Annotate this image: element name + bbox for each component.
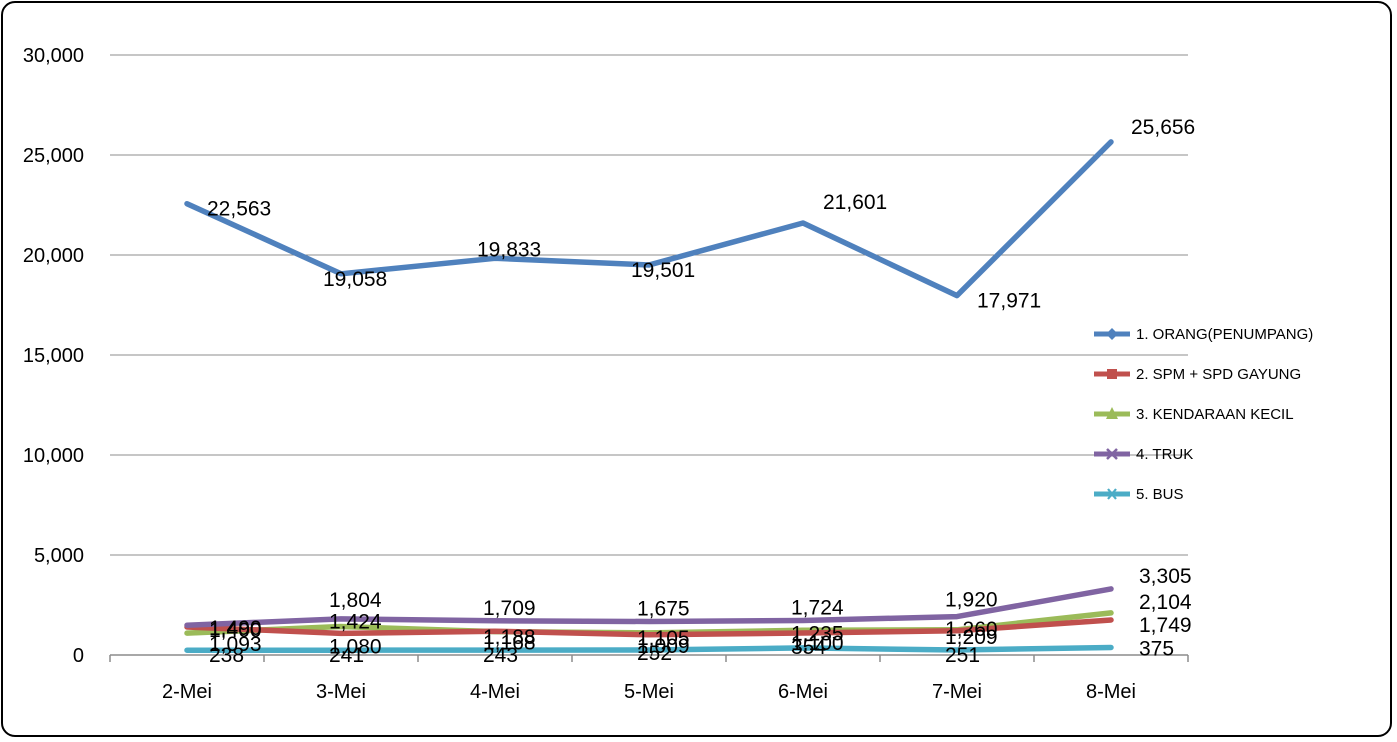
data-label: 243 [483,644,518,667]
data-label: 1,749 [1139,614,1192,637]
data-label: 241 [329,644,364,667]
data-label: 238 [209,644,244,667]
data-label: 1,804 [329,589,382,612]
data-label: 1,080 [329,635,382,658]
x-tick-label: 8-Mei [1086,681,1136,703]
data-label: 1,400 [209,619,262,642]
data-label: 19,501 [631,259,695,282]
x-tick-label: 2-Mei [162,681,212,703]
data-label: 375 [1139,638,1174,661]
data-label: 1,260 [945,618,998,641]
data-label: 1,724 [791,597,844,620]
data-label: 1,235 [791,622,844,645]
data-label: 1,093 [209,633,262,656]
data-label: 251 [945,644,980,667]
y-tick-label: 15,000 [23,345,84,367]
legend-marker-diamond [1106,328,1118,340]
data-labels: 22,563 19,058 19,833 19,501 21,601 17,971 25,6… [207,116,1195,667]
y-tick-label: 0 [73,645,84,667]
series-line-2 [184,617,1114,638]
data-label: 1,920 [945,589,998,612]
data-label: 1,188 [483,626,536,649]
legend-marker-star [1106,488,1118,500]
y-tick-label: 5,000 [34,545,84,567]
data-label: 21,601 [823,191,887,214]
data-label: 25,656 [1131,116,1195,139]
data-label: 1,424 [329,611,382,634]
data-label: 19,833 [477,238,541,261]
data-label: 1,009 [637,635,690,658]
x-tick-label: 5-Mei [624,681,674,703]
data-label: 1,105 [637,627,690,650]
y-tick-label: 20,000 [23,245,84,267]
data-label: 1,709 [483,597,536,620]
x-axis: 2-Mei 3-Mei 4-Mei 5-Mei 6-Mei 7-Mei 8-Mei [109,654,1189,703]
data-label: 1,209 [945,626,998,649]
gridlines [110,54,1188,556]
x-tick-label: 3-Mei [316,681,366,703]
data-label: 1,675 [637,598,690,621]
data-label: 1,490 [209,617,262,640]
legend-label: 3. KENDARAAN KECIL [1136,406,1294,423]
series-line-4 [184,586,1114,628]
legend-item-5: 5. BUS [1094,486,1184,503]
legend-marker-square [1107,369,1117,379]
y-tick-label: 10,000 [23,445,84,467]
data-label: 22,563 [207,198,271,221]
legend-label: 5. BUS [1136,486,1184,503]
series-line-5 [184,644,1114,653]
data-label: 3,305 [1139,565,1192,588]
legend-marker-triangle [1106,407,1118,419]
data-label: 1,100 [791,632,844,655]
data-label: 252 [637,642,672,665]
y-tick-label: 25,000 [23,145,84,167]
series-line-1 [184,139,1114,299]
x-tick-label: 7-Mei [932,681,982,703]
y-axis: 0 5,000 10,000 15,000 20,000 25,000 30,000 [23,45,84,667]
data-label: 354 [791,636,826,659]
data-label: 17,971 [977,290,1041,313]
legend-label: 1. ORANG(PENUMPANG) [1136,326,1313,343]
legend-item-1: 1. ORANG(PENUMPANG) [1094,326,1313,343]
series-lines [184,139,1114,653]
legend-item-4: 4. TRUK [1094,446,1193,463]
legend: 1. ORANG(PENUMPANG) 2. SPM + SPD GAYUNG 3.… [1094,326,1313,503]
x-tick-label: 6-Mei [778,681,828,703]
data-label: 19,058 [323,268,387,291]
x-tick-label: 4-Mei [470,681,520,703]
legend-marker-x [1106,448,1118,460]
y-tick-label: 30,000 [23,45,84,67]
data-label: 1,168 [483,632,536,655]
legend-label: 4. TRUK [1136,446,1193,463]
legend-item-3: 3. KENDARAAN KECIL [1094,406,1294,423]
legend-label: 2. SPM + SPD GAYUNG [1136,366,1301,383]
data-label: 2,104 [1139,591,1192,614]
legend-item-2: 2. SPM + SPD GAYUNG [1094,366,1301,383]
